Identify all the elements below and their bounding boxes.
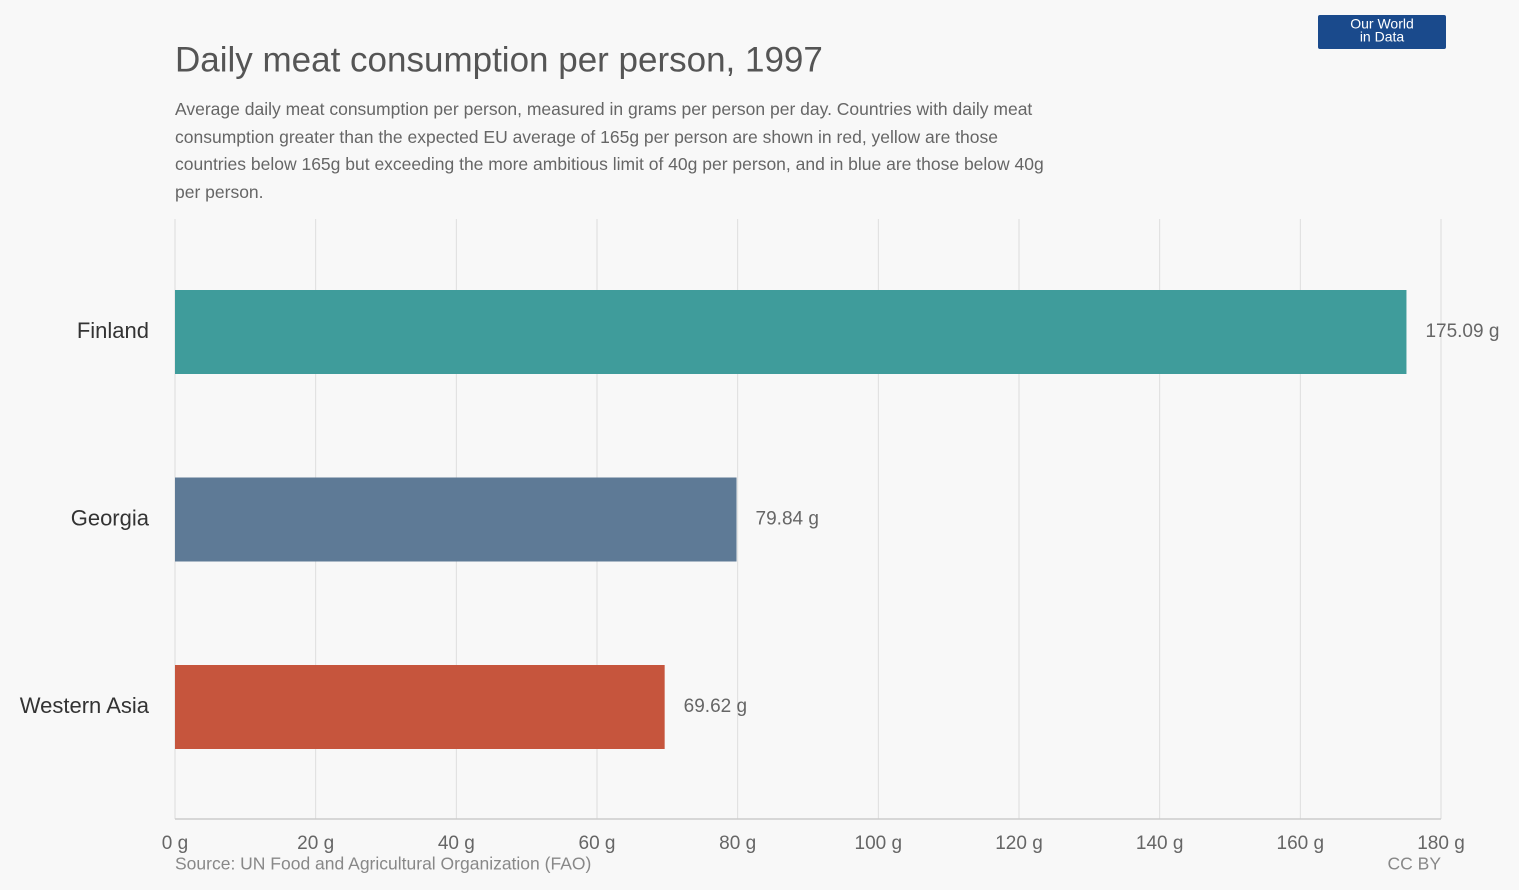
chart-title: Daily meat consumption per person, 1997 bbox=[175, 40, 823, 79]
logo-text[interactable]: in Data bbox=[1360, 29, 1405, 45]
x-tick-label: 180 g bbox=[1417, 833, 1465, 854]
x-tick-label: 120 g bbox=[995, 833, 1043, 854]
x-tick-label: 100 g bbox=[855, 833, 903, 854]
x-tick-label: 20 g bbox=[297, 833, 334, 854]
bar bbox=[175, 665, 665, 749]
logo-text[interactable]: Our World bbox=[1350, 16, 1414, 32]
x-tick-label: 40 g bbox=[438, 833, 475, 854]
y-tick-label: Georgia bbox=[71, 505, 150, 530]
value-label: 79.84 g bbox=[756, 509, 819, 530]
subtitle: Average daily meat consumption per perso… bbox=[175, 99, 1044, 202]
bar bbox=[175, 477, 737, 562]
x-tick-label: 140 g bbox=[1136, 833, 1184, 854]
x-tick-label: 80 g bbox=[719, 833, 756, 854]
y-tick-label: Finland bbox=[77, 318, 149, 343]
source: Source: UN Food and Agricultural Organiz… bbox=[175, 854, 591, 874]
value-label: 175.09 g bbox=[1425, 321, 1499, 342]
x-tick-label: 0 g bbox=[162, 833, 188, 854]
x-tick-label: 60 g bbox=[579, 833, 616, 854]
logo-box[interactable] bbox=[1318, 15, 1446, 49]
value-label: 69.62 g bbox=[684, 696, 747, 717]
bar bbox=[175, 290, 1407, 374]
license[interactable]: CC BY bbox=[1388, 854, 1442, 874]
x-tick-label: 160 g bbox=[1277, 833, 1325, 854]
y-tick-label: Western Asia bbox=[20, 693, 150, 718]
